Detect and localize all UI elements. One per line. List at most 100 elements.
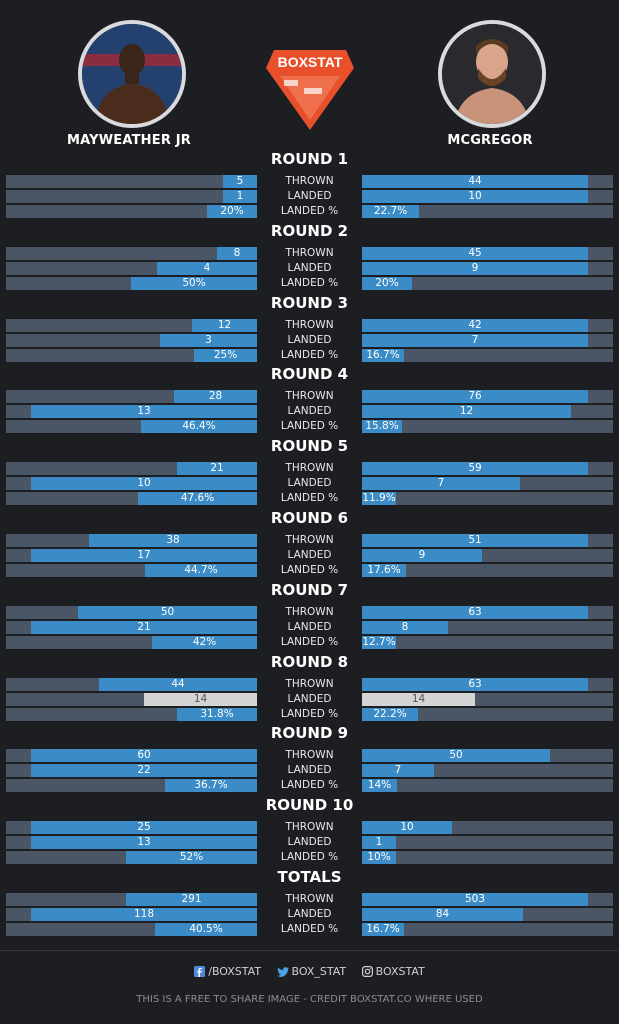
round-title: ROUND 5 bbox=[270, 437, 349, 456]
right-pct-value: 11.9% bbox=[362, 492, 396, 506]
right-pct-value: 22.7% bbox=[362, 205, 419, 218]
right-pct-bar: 17.6% bbox=[362, 564, 613, 577]
thrown-row-label: THROWN bbox=[285, 246, 334, 259]
left-pct-value: 36.7% bbox=[165, 779, 257, 793]
instagram-link[interactable]: BOXSTAT bbox=[361, 965, 425, 978]
left-thrown-value: 21 bbox=[177, 462, 257, 476]
pct-row-label: LANDED % bbox=[280, 420, 339, 433]
right-thrown-value: 45 bbox=[362, 246, 588, 260]
left-pct-value: 52% bbox=[126, 851, 257, 865]
landed-row-label: LANDED bbox=[287, 620, 332, 633]
right-pct-bar: 11.9% bbox=[362, 492, 613, 506]
thrown-row-label: THROWN bbox=[285, 821, 334, 834]
pct-row-label: LANDED % bbox=[280, 779, 339, 792]
landed-row-label: LANDED bbox=[287, 333, 332, 346]
right-landed-value: 7 bbox=[362, 764, 434, 778]
left-pct-bar: 31.8% bbox=[6, 707, 257, 721]
left-thrown-value: 291 bbox=[126, 893, 257, 906]
left-thrown-bar: 28 bbox=[6, 390, 257, 404]
landed-row-label: LANDED bbox=[287, 692, 332, 705]
left-thrown-value: 25 bbox=[31, 821, 257, 835]
thrown-row-label: THROWN bbox=[285, 175, 334, 187]
right-landed-bar: 8 bbox=[362, 620, 613, 634]
right-landed-value: 8 bbox=[362, 620, 448, 634]
right-pct-value: 16.7% bbox=[362, 923, 404, 936]
landed-row-label: LANDED bbox=[287, 190, 332, 202]
left-landed-bar: 22 bbox=[6, 764, 257, 778]
thrown-row-label: THROWN bbox=[285, 677, 334, 690]
left-pct-value: 47.6% bbox=[138, 492, 257, 506]
instagram-icon bbox=[361, 966, 373, 978]
right-pct-value: 15.8% bbox=[362, 420, 402, 434]
boxstat-logo: BOXSTAT bbox=[264, 48, 356, 132]
left-landed-value: 13 bbox=[31, 836, 257, 850]
round-title: ROUND 7 bbox=[270, 580, 349, 599]
right-landed-value: 12 bbox=[362, 405, 571, 419]
right-thrown-value: 50 bbox=[362, 749, 550, 763]
round-title: ROUND 8 bbox=[270, 652, 349, 671]
pct-row-label: LANDED % bbox=[280, 707, 339, 720]
round-title: ROUND 6 bbox=[270, 509, 349, 527]
left-landed-bar: 13 bbox=[6, 836, 257, 850]
right-thrown-value: 42 bbox=[362, 318, 588, 332]
left-landed-bar: 13 bbox=[6, 405, 257, 419]
right-pct-bar: 22.7% bbox=[362, 205, 613, 218]
left-landed-bar: 1 bbox=[6, 190, 257, 203]
twitter-link[interactable]: BOX_STAT bbox=[276, 965, 346, 978]
left-thrown-value: 60 bbox=[31, 749, 257, 763]
left-thrown-bar: 44 bbox=[6, 677, 257, 691]
pct-row-label: LANDED % bbox=[280, 851, 339, 864]
right-landed-value: 10 bbox=[362, 190, 588, 203]
round-title: ROUND 2 bbox=[270, 221, 349, 240]
round-title: ROUND 9 bbox=[270, 724, 349, 743]
left-landed-value: 1 bbox=[223, 190, 257, 203]
left-thrown-bar: 50 bbox=[6, 605, 257, 619]
left-pct-value: 50% bbox=[131, 276, 257, 290]
right-pct-bar: 15.8% bbox=[362, 420, 613, 434]
round-title: ROUND 3 bbox=[270, 293, 349, 312]
right-landed-bar: 7 bbox=[362, 764, 613, 778]
right-landed-value: 9 bbox=[362, 549, 482, 562]
right-thrown-bar: 45 bbox=[362, 246, 613, 260]
left-pct-bar: 25% bbox=[6, 348, 257, 362]
social-links: /BOXSTAT BOX_STAT BOXSTAT bbox=[0, 965, 619, 978]
landed-row-label: LANDED bbox=[287, 261, 332, 274]
right-landed-value: 1 bbox=[362, 836, 396, 850]
left-landed-bar: 21 bbox=[6, 620, 257, 634]
right-pct-value: 17.6% bbox=[362, 564, 406, 577]
left-landed-value: 13 bbox=[31, 405, 257, 419]
right-thrown-value: 63 bbox=[362, 605, 588, 619]
right-pct-value: 22.2% bbox=[362, 707, 418, 721]
right-landed-bar: 9 bbox=[362, 549, 613, 562]
left-landed-value: 14 bbox=[144, 692, 257, 706]
left-landed-value: 21 bbox=[31, 620, 257, 634]
left-thrown-bar: 5 bbox=[6, 175, 257, 188]
right-landed-bar: 10 bbox=[362, 190, 613, 203]
left-pct-bar: 20% bbox=[6, 205, 257, 218]
right-pct-bar: 12.7% bbox=[362, 635, 613, 649]
twitter-icon bbox=[276, 967, 289, 977]
right-pct-bar: 16.7% bbox=[362, 348, 613, 362]
landed-row-label: LANDED bbox=[287, 908, 332, 920]
left-fighter-name: MAYWEATHER JR bbox=[66, 133, 192, 148]
left-pct-bar: 50% bbox=[6, 276, 257, 290]
left-pct-bar: 52% bbox=[6, 851, 257, 865]
thrown-row-label: THROWN bbox=[285, 749, 334, 762]
right-pct-value: 20% bbox=[362, 276, 412, 290]
landed-row-label: LANDED bbox=[287, 405, 332, 418]
left-landed-bar: 10 bbox=[6, 477, 257, 491]
left-thrown-bar: 21 bbox=[6, 462, 257, 476]
right-thrown-bar: 51 bbox=[362, 534, 613, 547]
round-title: ROUND 4 bbox=[270, 365, 349, 384]
left-pct-value: 31.8% bbox=[177, 707, 257, 721]
pct-row-label: LANDED % bbox=[280, 635, 339, 648]
right-pct-value: 16.7% bbox=[362, 348, 404, 362]
left-thrown-bar: 8 bbox=[6, 246, 257, 260]
facebook-link[interactable]: /BOXSTAT bbox=[194, 965, 261, 978]
left-pct-value: 40.5% bbox=[155, 923, 257, 936]
left-landed-bar: 17 bbox=[6, 549, 257, 562]
pct-row-label: LANDED % bbox=[280, 205, 339, 217]
left-landed-bar: 4 bbox=[6, 261, 257, 275]
right-landed-bar: 1 bbox=[362, 836, 613, 850]
round-title: TOTALS bbox=[277, 868, 342, 886]
